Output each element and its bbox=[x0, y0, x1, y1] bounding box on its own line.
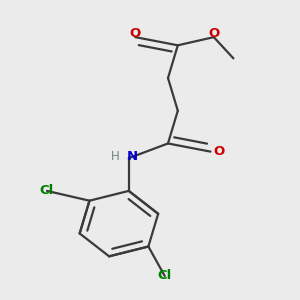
Text: O: O bbox=[130, 27, 141, 40]
Text: O: O bbox=[208, 27, 219, 40]
Text: O: O bbox=[214, 145, 225, 158]
Text: H: H bbox=[111, 150, 120, 163]
Text: Cl: Cl bbox=[158, 269, 172, 283]
Text: Cl: Cl bbox=[40, 184, 54, 197]
Text: N: N bbox=[127, 150, 138, 163]
